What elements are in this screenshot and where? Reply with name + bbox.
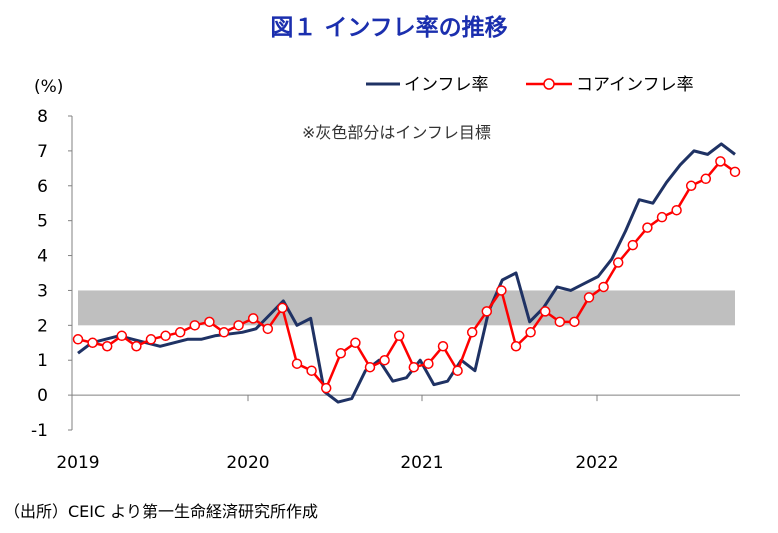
series-layer [72,142,741,404]
inflation-chart: 8 7 6 5 4 3 2 1 0 -1 2019 2020 2021 2022 (%) ※灰色部分はイ… [31,75,741,473]
legend-core-swatch-marker [543,78,555,90]
series-core-point [539,306,551,317]
series-core-point [131,341,142,352]
series-core-point [525,327,536,338]
axis-ticks [68,115,598,431]
series-core-point [262,323,274,335]
x-tick-label: 2019 [56,453,99,473]
y-tick-label: 2 [37,316,48,336]
series-core-point [174,327,186,338]
series-core-point [510,341,522,352]
series-core-point [627,239,639,251]
series-core-point [277,302,288,314]
y-tick-label: 7 [37,142,48,162]
series-core-point [364,361,376,373]
series-core-point [642,222,653,233]
series-core-point [335,347,347,359]
series-core-point [350,337,361,349]
series-core-point [598,281,609,293]
series-core-point [306,365,317,376]
series-core-point [583,292,595,303]
series-core-point [408,361,420,373]
y-tick-label: 3 [37,281,48,301]
series-core-point [569,316,580,328]
y-tick-label: 6 [37,177,48,197]
series-core-point [247,313,259,324]
series-core-point [423,358,434,369]
x-tick-labels: 2019 2020 2021 2022 [56,453,618,473]
series-core-point [379,354,390,366]
target-band-note: ※灰色部分はインフレ目標 [302,123,491,142]
x-tick-label: 2022 [575,453,618,473]
series-core-point [685,180,697,192]
y-tick-label: 1 [37,351,48,371]
y-tick-labels: 8 7 6 5 4 3 2 1 0 -1 [31,107,48,441]
y-tick-label: 5 [37,212,48,232]
chart-title: 図１ インフレ率の推移 [270,15,508,41]
series-core-point [233,320,244,331]
y-tick-label: 8 [37,107,48,127]
series-core-point [291,358,303,369]
series-core-point [101,341,113,352]
series-core-point [160,330,171,342]
y-tick-label: 4 [37,247,48,267]
series-core-point [452,365,463,376]
series-core-point [554,316,566,328]
series-core-point [393,330,405,342]
source-note: （出所）CEIC より第一生命経済研究所作成 [4,502,318,521]
series-core-line [77,160,736,390]
series-core-point [320,382,332,394]
series-core-point [116,330,128,342]
inflation-target-band [78,290,735,326]
series-core-point [145,334,157,345]
series-core-point [729,166,741,178]
legend: インフレ率 コアインフレ率 [366,75,694,95]
legend-inflation-label: インフレ率 [404,75,489,95]
series-core-point [612,257,624,268]
series-core-point [72,334,84,345]
series-core-point [204,316,215,328]
y-tick-label: -1 [31,421,48,441]
series-core-point [189,320,201,331]
series-core-point [481,306,493,317]
series-inflation-line [77,142,736,404]
series-core-point [700,173,712,185]
y-tick-label: 0 [37,386,48,406]
series-core-point [715,156,726,167]
series-core-point [656,211,668,223]
series-core-point [87,337,98,349]
x-tick-label: 2020 [226,453,269,473]
series-core-point [496,285,507,296]
x-tick-label: 2021 [400,453,443,473]
series-core-point [218,327,230,338]
series-core-point [437,341,449,352]
legend-core-label: コアインフレ率 [576,75,694,95]
series-core-point [466,327,478,338]
y-unit-label: (%) [34,77,63,97]
series-core-point [671,204,682,216]
